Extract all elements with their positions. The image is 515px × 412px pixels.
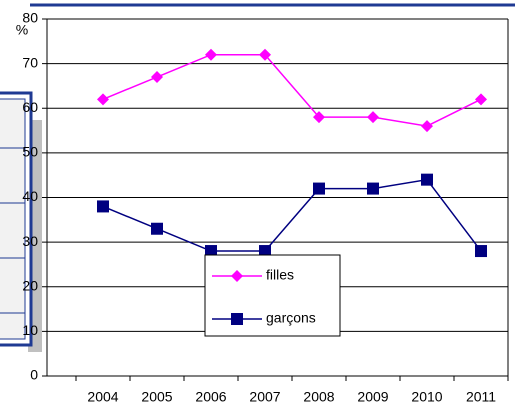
marker: [421, 173, 433, 186]
y-tick-label: 0: [30, 367, 38, 383]
y-tick-label: 30: [22, 233, 38, 249]
y-tick-label: 60: [22, 99, 38, 115]
x-tick-label: 2005: [141, 389, 172, 405]
y-tick-label: 70: [22, 54, 38, 70]
series-line: [102, 53, 482, 127]
x-tick-label: 2010: [411, 389, 442, 405]
marker: [367, 182, 379, 195]
marker: [97, 93, 109, 106]
table-body: [0, 98, 26, 340]
y-tick-label: 40: [22, 188, 38, 204]
marker: [367, 111, 379, 124]
series-line: [102, 178, 482, 252]
x-tick-label: 2004: [87, 389, 118, 405]
marker: [475, 245, 487, 258]
legend-label: garçons: [266, 310, 316, 326]
marker: [231, 270, 243, 282]
y-tick-label: 80: [22, 10, 38, 26]
marker: [313, 111, 325, 124]
marker: [231, 313, 243, 325]
marker: [205, 48, 217, 61]
y-tick-label: 20: [22, 277, 38, 293]
marker: [259, 48, 271, 61]
x-tick-label: 2009: [357, 389, 388, 405]
marker: [151, 71, 163, 84]
y-tick-label: 10: [22, 322, 38, 338]
marker: [205, 245, 217, 258]
legend-box: [204, 254, 341, 337]
x-tick-label: 2006: [195, 389, 226, 405]
y-axis-label: %: [16, 22, 28, 38]
y-tick-label: 50: [22, 144, 38, 160]
marker: [421, 120, 433, 133]
marker: [475, 93, 487, 106]
marker: [97, 200, 109, 213]
x-tick-label: 2007: [249, 389, 280, 405]
marker: [259, 245, 271, 258]
legend-label: filles: [266, 267, 294, 283]
marker: [151, 222, 163, 235]
marker: [313, 182, 325, 195]
x-tick-label: 2011: [466, 389, 496, 405]
x-tick-label: 2008: [303, 389, 334, 405]
